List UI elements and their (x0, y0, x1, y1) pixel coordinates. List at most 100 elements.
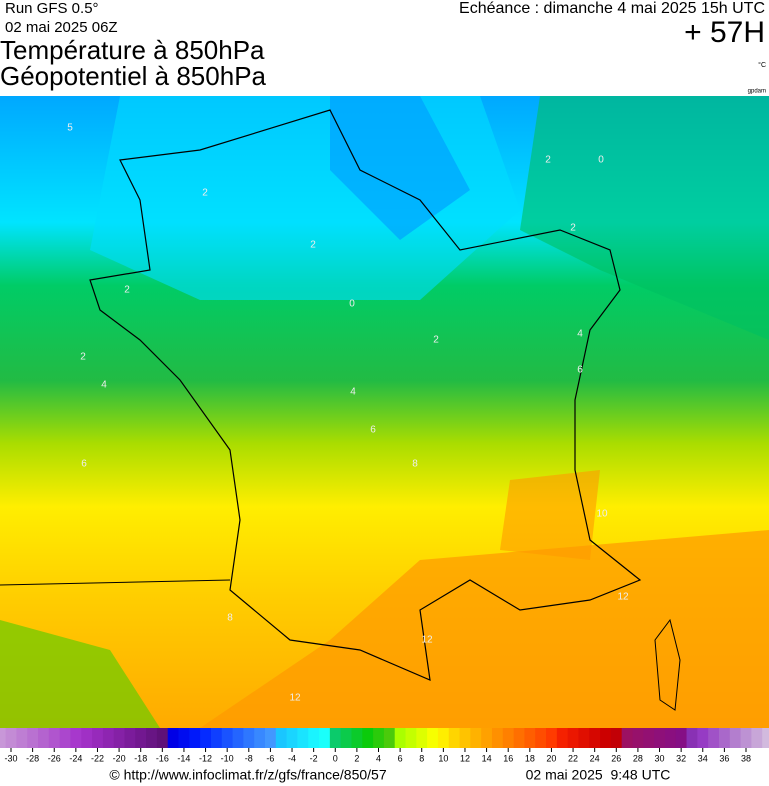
colorbar-label: 8 (419, 753, 424, 763)
contour-label: 0 (598, 155, 604, 166)
colorbar-cell (329, 728, 342, 748)
contour-label: 5 (67, 123, 73, 134)
contour-label: 2 (80, 352, 86, 363)
green-zone-sw (0, 620, 160, 728)
colorbar-cell (189, 728, 201, 748)
colorbar-cell (686, 728, 698, 748)
colorbar-label: -18 (134, 753, 147, 763)
title: Température à 850hPa (0, 35, 265, 65)
colorbar-cell (718, 728, 731, 748)
colorbar-label: 4 (376, 753, 381, 763)
colorbar-cell (210, 728, 223, 748)
colorbar-cell (135, 728, 147, 748)
colorbar-cell (621, 728, 634, 748)
colorbar-cell (27, 728, 39, 748)
colorbar-label: 38 (741, 753, 751, 763)
colorbar-label: 22 (568, 753, 578, 763)
contour-label: 8 (227, 613, 233, 624)
colorbar-cell (0, 728, 7, 748)
colorbar-cell (200, 728, 212, 748)
colorbar-cell (459, 728, 471, 748)
colorbar-label: 12 (460, 753, 470, 763)
colorbar-cell (513, 728, 525, 748)
colorbar-label: -28 (26, 753, 39, 763)
colorbar-label: 14 (482, 753, 492, 763)
colorbar-label: 0 (333, 753, 338, 763)
colorbar-label: 36 (719, 753, 729, 763)
unit: °C (758, 61, 766, 69)
colorbar-cell (59, 728, 71, 748)
colorbar-cell (632, 728, 644, 748)
colorbar-cell (286, 728, 298, 748)
colorbar-label: -26 (48, 753, 61, 763)
colorbar-cell (167, 728, 180, 748)
colorbar-label: 10 (438, 753, 448, 763)
colorbar-cell (729, 728, 742, 748)
corsica (654, 618, 681, 711)
colorbar-cell (221, 728, 234, 748)
colorbar-cell (394, 728, 407, 748)
colorbar-cell (578, 728, 590, 748)
colorbar-cell (70, 728, 82, 748)
colorbar-cell (567, 728, 579, 748)
colorbar-cell (92, 728, 104, 748)
colorbar-label: -22 (91, 753, 104, 763)
colorbar-cell (124, 728, 136, 748)
credit: gpdam (748, 89, 766, 95)
colorbar-cell (156, 728, 169, 748)
colorbar-cell (470, 728, 482, 748)
colorbar-label: 30 (655, 753, 665, 763)
map: 5 2 2 2 0 2 2 0 2 4 2 4 4 6 6 6 8 10 12 … (0, 96, 769, 728)
colorbar-cell (319, 728, 331, 748)
colorbar-label: -20 (113, 753, 126, 763)
colorbar-label: -30 (4, 753, 17, 763)
colorbar-cell (664, 728, 677, 748)
colorbar-cell (340, 728, 352, 748)
contour-label: 2 (202, 188, 208, 199)
colorbar-cell (5, 728, 17, 748)
colorbar-cell (448, 728, 461, 748)
colorbar-cell (610, 728, 623, 748)
colorbar-label: 16 (503, 753, 513, 763)
colorbar-cell (427, 728, 439, 748)
colorbar-cell (405, 728, 417, 748)
colorbar-cell (275, 728, 288, 748)
contour-label: 2 (310, 240, 316, 251)
contour-label: 2 (545, 155, 551, 166)
contour-label: 4 (350, 387, 356, 398)
colorbar: -30 -28 -26 -24 -22 -20 -18 -16 -14 -12 -10 -8 -6 -4-… (0, 728, 769, 763)
contour-label: 2 (124, 285, 130, 296)
colorbar-cell (546, 728, 558, 748)
colorbar-label: -2 (310, 753, 318, 763)
colorbar-cell (535, 728, 547, 748)
colorbar-cell (751, 728, 763, 748)
cold-core (330, 96, 470, 240)
contour-label: 10 (596, 509, 608, 520)
colorbar-cell (675, 728, 688, 748)
colorbar-label: 2 (354, 753, 359, 763)
colorbar-label: 20 (546, 753, 556, 763)
warm-zone (200, 530, 769, 728)
colorbar-label: -16 (156, 753, 169, 763)
lead-time: + 57H (684, 16, 765, 49)
colorbar-cell (697, 728, 709, 748)
contour-label: 6 (577, 365, 583, 376)
colorbar-cell (373, 728, 385, 748)
france-outline (89, 109, 642, 681)
colorbar-label: -8 (245, 753, 253, 763)
warm-core (500, 470, 600, 560)
colorbar-cell (351, 728, 363, 748)
colorbar-label: 6 (398, 753, 403, 763)
colorbar-cell (383, 728, 396, 748)
colorbar-label: -10 (221, 753, 234, 763)
colorbar-cell (416, 728, 428, 748)
colorbar-cell (81, 728, 93, 748)
contour-label: 2 (570, 223, 576, 234)
colorbar-cell (265, 728, 277, 748)
colorbar-cell (146, 728, 158, 748)
colorbar-cell (243, 728, 255, 748)
colorbar-cell (708, 728, 720, 748)
colorbar-cell (654, 728, 666, 748)
colorbar-cell (102, 728, 115, 748)
